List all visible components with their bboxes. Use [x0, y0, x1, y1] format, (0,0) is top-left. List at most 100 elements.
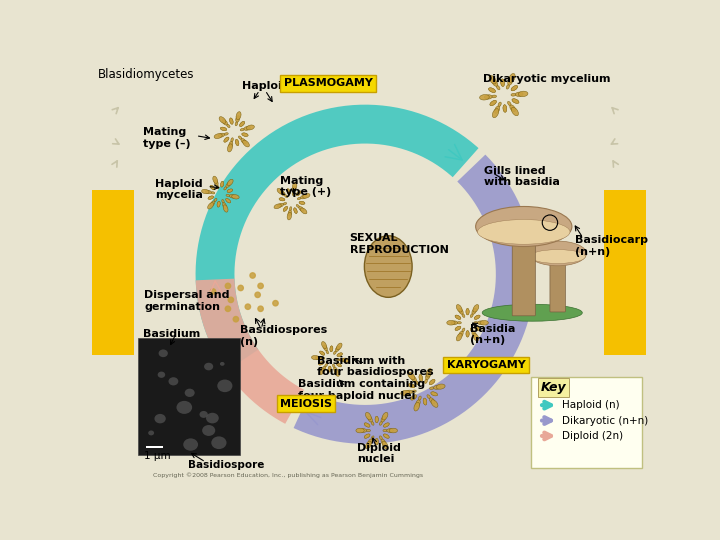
Ellipse shape — [328, 366, 331, 372]
Ellipse shape — [220, 127, 227, 131]
Ellipse shape — [333, 351, 336, 354]
Ellipse shape — [312, 355, 319, 360]
Text: Basidium with
four basidiospores: Basidium with four basidiospores — [318, 356, 434, 377]
Ellipse shape — [204, 363, 213, 370]
Ellipse shape — [530, 249, 585, 264]
Ellipse shape — [375, 416, 378, 423]
Ellipse shape — [199, 411, 208, 418]
Ellipse shape — [511, 85, 518, 91]
Ellipse shape — [474, 322, 478, 324]
Circle shape — [238, 285, 243, 291]
Ellipse shape — [408, 372, 415, 380]
Ellipse shape — [500, 79, 505, 86]
Ellipse shape — [299, 201, 305, 205]
Ellipse shape — [289, 207, 292, 211]
Ellipse shape — [299, 207, 304, 211]
FancyBboxPatch shape — [550, 258, 565, 312]
Ellipse shape — [429, 398, 435, 404]
Ellipse shape — [337, 353, 343, 356]
Ellipse shape — [227, 189, 233, 192]
Ellipse shape — [382, 413, 388, 420]
Ellipse shape — [382, 441, 388, 449]
Ellipse shape — [321, 366, 325, 372]
Text: Haploid
mycelia: Haploid mycelia — [155, 179, 203, 200]
Text: Basidiocarp
(n+n): Basidiocarp (n+n) — [575, 235, 649, 256]
Ellipse shape — [240, 129, 244, 131]
Ellipse shape — [482, 304, 582, 321]
Ellipse shape — [436, 384, 445, 389]
Ellipse shape — [490, 100, 496, 106]
Ellipse shape — [168, 377, 179, 386]
Ellipse shape — [474, 315, 480, 319]
Ellipse shape — [225, 199, 230, 203]
Ellipse shape — [528, 241, 587, 266]
Ellipse shape — [408, 383, 415, 388]
Ellipse shape — [371, 421, 374, 425]
Ellipse shape — [210, 185, 215, 190]
FancyBboxPatch shape — [531, 377, 642, 468]
Ellipse shape — [511, 93, 516, 96]
Ellipse shape — [299, 201, 305, 205]
Ellipse shape — [292, 192, 294, 195]
Ellipse shape — [480, 320, 488, 325]
Ellipse shape — [229, 141, 233, 148]
Ellipse shape — [328, 366, 331, 372]
Ellipse shape — [476, 206, 572, 247]
Ellipse shape — [220, 181, 224, 187]
Ellipse shape — [509, 73, 515, 83]
Ellipse shape — [235, 116, 240, 122]
Ellipse shape — [488, 88, 495, 92]
Ellipse shape — [318, 361, 324, 365]
Ellipse shape — [429, 380, 435, 384]
Ellipse shape — [472, 331, 477, 338]
Ellipse shape — [158, 349, 168, 357]
Ellipse shape — [202, 425, 215, 436]
Ellipse shape — [231, 138, 233, 142]
Ellipse shape — [297, 191, 301, 196]
Ellipse shape — [246, 125, 254, 130]
Ellipse shape — [356, 428, 364, 433]
Ellipse shape — [375, 416, 378, 423]
Ellipse shape — [235, 122, 238, 126]
Ellipse shape — [477, 220, 570, 244]
Ellipse shape — [208, 196, 214, 199]
Ellipse shape — [431, 400, 438, 407]
Ellipse shape — [456, 333, 462, 341]
Ellipse shape — [155, 414, 166, 423]
Ellipse shape — [230, 194, 235, 198]
Ellipse shape — [456, 305, 462, 312]
Ellipse shape — [459, 308, 463, 314]
Text: Copyright ©2008 Pearson Education, Inc., publishing as Pearson Benjamin Cummings: Copyright ©2008 Pearson Education, Inc.,… — [153, 472, 423, 477]
Ellipse shape — [224, 137, 229, 142]
Ellipse shape — [240, 122, 245, 126]
Ellipse shape — [292, 186, 296, 192]
Ellipse shape — [485, 95, 492, 99]
Ellipse shape — [294, 208, 297, 213]
Ellipse shape — [206, 413, 219, 423]
Ellipse shape — [455, 326, 461, 330]
Ellipse shape — [222, 120, 228, 125]
Ellipse shape — [455, 326, 461, 330]
Text: SEXUAL
REPRODUCTION: SEXUAL REPRODUCTION — [350, 233, 449, 255]
Ellipse shape — [383, 429, 387, 431]
Ellipse shape — [226, 194, 230, 197]
Ellipse shape — [457, 322, 462, 324]
Text: Key: Key — [541, 381, 567, 394]
Ellipse shape — [383, 423, 390, 427]
Ellipse shape — [368, 439, 372, 445]
Circle shape — [225, 306, 230, 312]
Ellipse shape — [297, 191, 301, 196]
Ellipse shape — [215, 180, 218, 186]
Ellipse shape — [225, 199, 230, 203]
Ellipse shape — [300, 195, 307, 199]
Ellipse shape — [185, 389, 194, 397]
Ellipse shape — [207, 202, 214, 209]
Ellipse shape — [390, 428, 397, 433]
Circle shape — [250, 273, 256, 278]
Ellipse shape — [364, 423, 370, 427]
Ellipse shape — [503, 105, 507, 112]
Ellipse shape — [414, 402, 420, 411]
Ellipse shape — [492, 95, 497, 98]
Ellipse shape — [466, 330, 469, 337]
Ellipse shape — [219, 117, 226, 124]
